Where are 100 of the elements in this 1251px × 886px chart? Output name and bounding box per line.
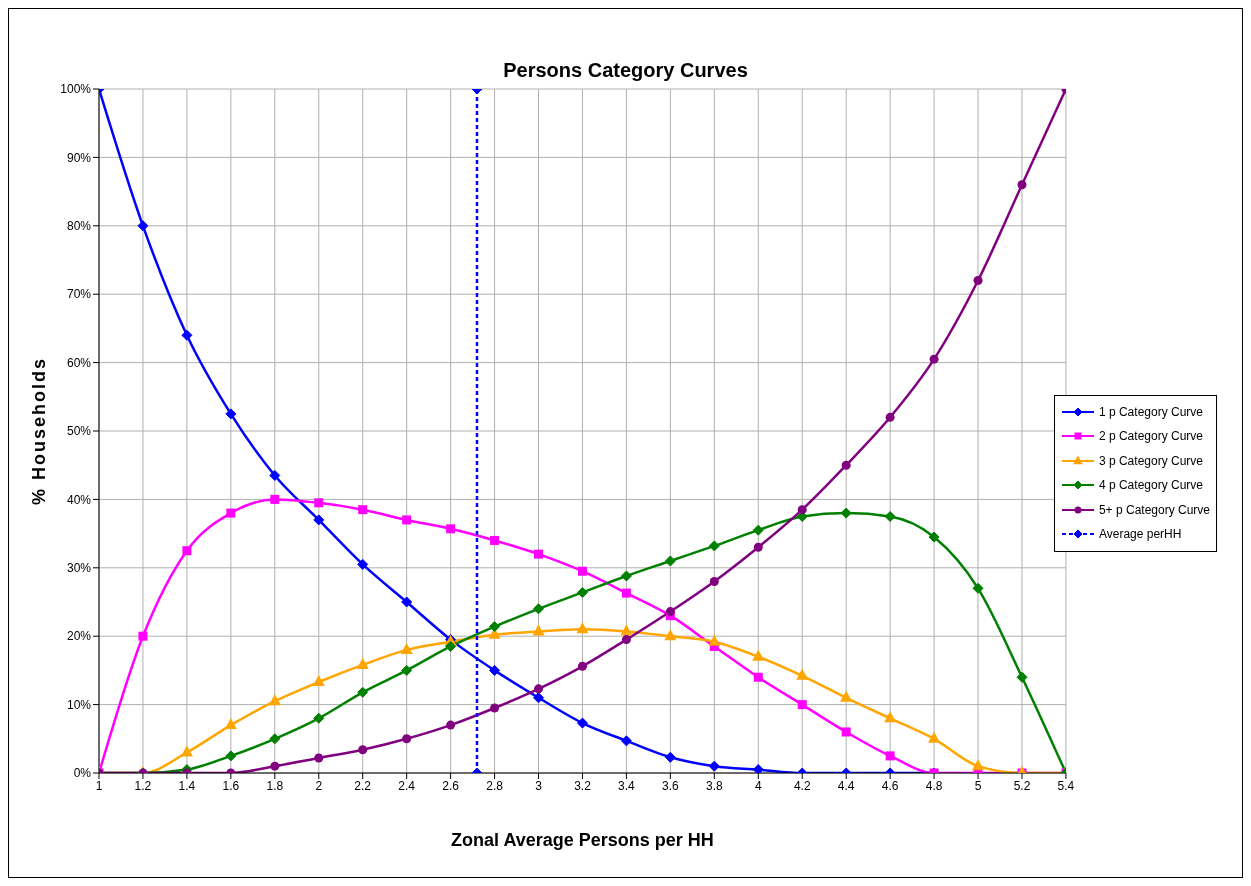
point	[446, 720, 456, 730]
point	[972, 582, 984, 594]
y-tick-label: 30%	[66, 561, 92, 576]
x-tick-label: 1.8	[266, 778, 284, 793]
point	[664, 751, 676, 763]
point	[841, 727, 851, 737]
point	[841, 460, 851, 470]
point	[400, 642, 413, 654]
legend-label: 2 p Category Curve	[1098, 429, 1203, 444]
y-tick-label: 40%	[66, 492, 92, 507]
point	[489, 621, 501, 633]
point	[269, 733, 281, 745]
y-tick-label: 0%	[73, 766, 92, 781]
point	[929, 354, 939, 364]
point	[534, 684, 544, 694]
point	[708, 760, 720, 772]
point	[576, 622, 589, 634]
point	[928, 531, 940, 543]
x-tick-label: 1	[95, 778, 103, 793]
point	[225, 408, 237, 420]
y-axis-title: % Households	[29, 356, 50, 506]
x-axis-title: Zonal Average Persons per HH	[451, 829, 714, 850]
point	[358, 505, 368, 515]
x-tick-label: 5.2	[1013, 778, 1031, 793]
point	[885, 751, 895, 761]
legend-label: 4 p Category Curve	[1098, 478, 1203, 493]
point	[401, 596, 413, 608]
point	[314, 498, 324, 508]
point	[532, 624, 545, 636]
point	[313, 712, 325, 724]
x-tick-label: 3.6	[662, 778, 680, 793]
point	[884, 711, 897, 723]
point	[312, 675, 325, 687]
point	[973, 276, 983, 286]
point	[1016, 671, 1028, 683]
x-tick-label: 2.6	[442, 778, 460, 793]
x-tick-label: 2.4	[398, 778, 416, 793]
point	[357, 558, 369, 570]
x-tick-label: 1.2	[134, 778, 152, 793]
point	[665, 607, 675, 617]
point	[446, 524, 456, 534]
point	[357, 686, 369, 698]
point	[401, 664, 413, 676]
chart-title: Persons Category Curves	[502, 58, 749, 83]
point	[226, 508, 236, 518]
point	[533, 692, 545, 704]
y-tick-label: 100%	[60, 82, 92, 97]
point	[445, 640, 457, 652]
point	[752, 649, 765, 661]
point	[621, 588, 631, 598]
point	[576, 586, 588, 598]
point	[533, 603, 545, 615]
point	[708, 540, 720, 552]
point	[664, 629, 677, 641]
point	[797, 700, 807, 710]
point	[752, 764, 764, 773]
point	[534, 549, 544, 559]
x-tick-label: 3.8	[705, 778, 723, 793]
point	[138, 631, 148, 641]
x-tick-label: 3	[535, 778, 543, 793]
point	[182, 546, 192, 556]
point	[577, 661, 587, 671]
x-tick-label: 2	[315, 778, 323, 793]
x-tick-label: 1.4	[178, 778, 196, 793]
point	[796, 668, 809, 680]
point	[620, 624, 633, 636]
point	[577, 566, 587, 576]
point	[489, 664, 501, 676]
point	[313, 514, 325, 526]
x-tick-label: 2.8	[486, 778, 504, 793]
y-tick-label: 60%	[66, 355, 92, 370]
point	[270, 761, 280, 771]
point	[490, 535, 500, 545]
point	[753, 542, 763, 552]
y-tick-label: 70%	[66, 287, 92, 302]
point	[402, 515, 412, 525]
point	[885, 412, 895, 422]
point	[314, 753, 324, 763]
point	[753, 672, 763, 682]
point	[576, 717, 588, 729]
point	[269, 469, 281, 481]
point	[664, 555, 676, 567]
y-tick-label: 20%	[66, 629, 92, 644]
y-tick-label: 80%	[66, 219, 92, 234]
point	[137, 220, 149, 232]
point	[752, 524, 764, 536]
point	[884, 511, 896, 522]
x-tick-label: 4.8	[925, 778, 943, 793]
point	[358, 745, 368, 755]
point	[797, 505, 807, 515]
x-tick-label: 4.4	[837, 778, 855, 793]
x-tick-label: 5.4	[1057, 778, 1075, 793]
x-tick-label: 4	[754, 778, 762, 793]
legend-label: 3 p Category Curve	[1098, 453, 1203, 468]
point	[180, 745, 193, 757]
legend-label: 5+ p Category Curve	[1098, 502, 1210, 517]
x-tick-label: 4.2	[793, 778, 811, 793]
x-tick-label: 3.2	[574, 778, 592, 793]
point	[490, 703, 500, 713]
point	[181, 329, 193, 341]
